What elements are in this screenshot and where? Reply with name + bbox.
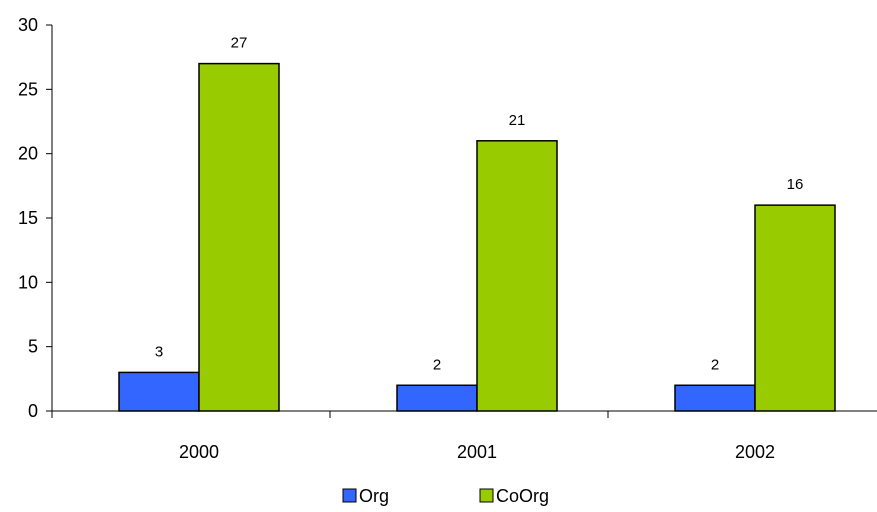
bars — [118, 62, 836, 412]
data-labels: 3 27 2 21 2 16 — [155, 35, 804, 374]
y-tick-label: 20 — [18, 144, 38, 164]
bar-coorg-2000 — [198, 62, 280, 412]
data-label-org-2000: 3 — [155, 343, 163, 360]
legend-swatch-coorg — [479, 488, 494, 503]
bar-coorg-2001 — [476, 140, 558, 412]
y-tick-label: 25 — [18, 79, 38, 99]
bar-org-2001 — [396, 384, 478, 412]
data-label-coorg-2000: 27 — [231, 35, 248, 52]
bar-org-2000 — [118, 371, 200, 412]
legend-label-coorg: CoOrg — [496, 486, 549, 506]
data-label-org-2002: 2 — [711, 356, 719, 373]
y-tick-label: 10 — [18, 272, 38, 292]
y-tick-label: 15 — [18, 208, 38, 228]
y-tick-label: 0 — [28, 401, 38, 421]
data-label-coorg-2002: 16 — [787, 176, 804, 193]
legend-swatch-org — [342, 488, 357, 503]
data-label-coorg-2001: 21 — [509, 112, 526, 129]
data-label-org-2001: 2 — [433, 356, 441, 373]
bar-coorg-2002 — [754, 204, 836, 412]
legend: Org CoOrg — [342, 486, 549, 506]
x-category-label-2002: 2002 — [735, 442, 775, 462]
x-category-label-2000: 2000 — [179, 442, 219, 462]
legend-label-org: Org — [359, 486, 389, 506]
y-axis: 0 5 10 15 20 25 30 — [18, 15, 53, 421]
x-axis: 2000 2001 2002 — [51, 410, 877, 462]
x-category-label-2001: 2001 — [457, 442, 497, 462]
y-tick-label: 5 — [28, 337, 38, 357]
y-tick-label: 30 — [18, 15, 38, 35]
bar-org-2002 — [674, 384, 756, 412]
